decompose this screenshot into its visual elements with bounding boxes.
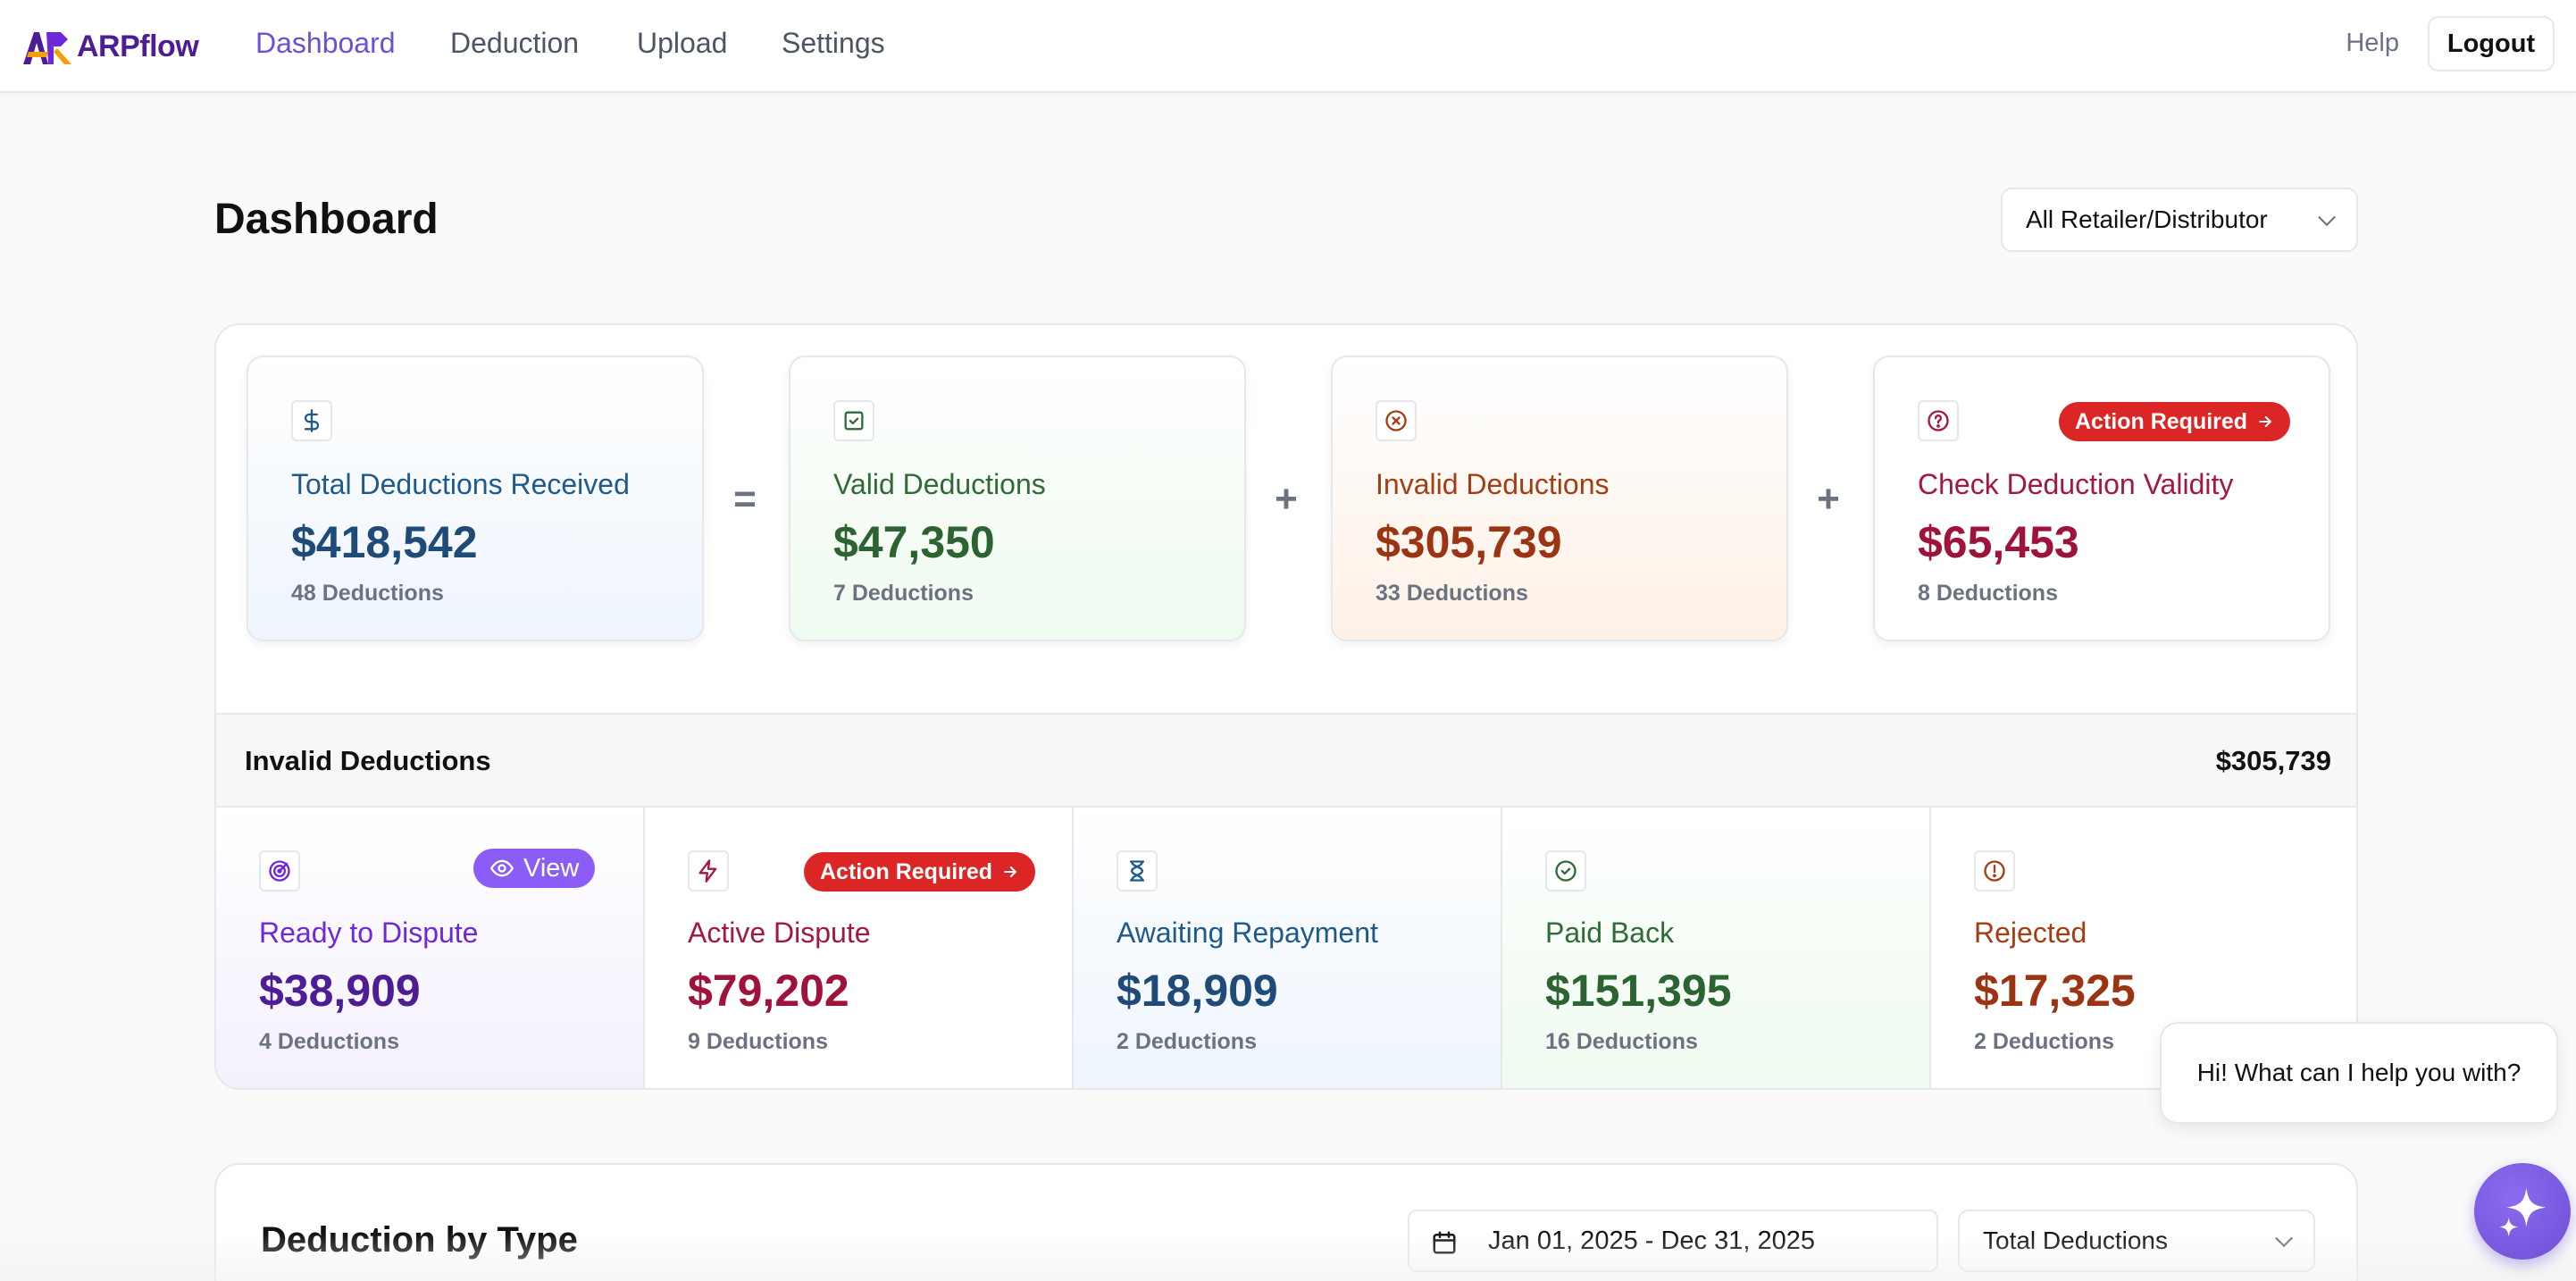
status-label: Paid Back — [1545, 917, 1675, 949]
help-link[interactable]: Help — [2346, 29, 2399, 57]
summary-panel: Total Deductions Received $418,542 48 De… — [214, 323, 2358, 1090]
app-name: ARPflow — [77, 29, 199, 63]
status-active-dispute[interactable]: Action Required Active Dispute $79,202 9… — [645, 808, 1074, 1088]
status-amount: $18,909 — [1117, 966, 1278, 1016]
date-range-value: Jan 01, 2025 - Dec 31, 2025 — [1488, 1226, 1815, 1255]
question-circle-icon — [1918, 400, 1959, 441]
kpi-amount: $418,542 — [291, 517, 478, 567]
kpi-label: Valid Deductions — [833, 468, 1046, 500]
eye-icon — [490, 859, 514, 877]
dollar-icon — [291, 400, 332, 441]
status-awaiting-repayment[interactable]: Awaiting Repayment $18,909 2 Deductions — [1074, 808, 1502, 1088]
status-count: 16 Deductions — [1545, 1029, 1698, 1054]
status-count: 2 Deductions — [1974, 1029, 2114, 1054]
arrow-right-icon — [1004, 866, 1017, 878]
chat-assistant-button[interactable] — [2474, 1163, 2571, 1260]
kpi-total-deductions[interactable]: Total Deductions Received $418,542 48 De… — [247, 356, 704, 641]
kpi-count: 33 Deductions — [1376, 581, 1528, 606]
hourglass-icon — [1117, 850, 1158, 892]
retailer-filter-select[interactable]: All Retailer/Distributor — [2001, 188, 2358, 252]
lightning-icon — [688, 850, 729, 892]
kpi-amount: $305,739 — [1376, 517, 1562, 567]
status-label: Awaiting Repayment — [1117, 917, 1378, 949]
status-ready-to-dispute[interactable]: View Ready to Dispute $38,909 4 Deductio… — [216, 808, 645, 1088]
kpi-label: Total Deductions Received — [291, 468, 630, 500]
nav-upload[interactable]: Upload — [637, 27, 728, 59]
arpflow-logo-icon — [23, 32, 71, 64]
arrow-right-icon — [2259, 415, 2272, 428]
check-circle-icon — [1545, 850, 1586, 892]
status-paid-back[interactable]: Paid Back $151,395 16 Deductions — [1502, 808, 1931, 1088]
status-amount: $151,395 — [1545, 966, 1732, 1016]
retailer-filter-value: All Retailer/Distributor — [2026, 205, 2268, 233]
nav-deduction[interactable]: Deduction — [450, 27, 580, 59]
nav-dashboard[interactable]: Dashboard — [255, 27, 396, 59]
nav-settings[interactable]: Settings — [782, 27, 885, 59]
chevron-down-icon — [2275, 1229, 2293, 1248]
metric-value: Total Deductions — [1983, 1227, 2169, 1254]
status-count: 4 Deductions — [259, 1029, 399, 1054]
status-label: Active Dispute — [688, 917, 871, 949]
badge-label: Action Required — [820, 858, 993, 884]
status-amount: $79,202 — [688, 966, 849, 1016]
check-square-icon — [833, 400, 874, 441]
app-logo[interactable]: ARPflow — [21, 21, 199, 71]
invalid-deductions-header: Invalid Deductions $305,739 — [216, 713, 2356, 808]
section-title: Deduction by Type — [261, 1220, 578, 1260]
badge-label: Action Required — [2075, 408, 2248, 434]
deduction-by-type-panel: Deduction by Type Jan 01, 2025 - Dec 31,… — [214, 1163, 2358, 1281]
kpi-invalid-deductions[interactable]: Invalid Deductions $305,739 33 Deduction… — [1331, 356, 1788, 641]
view-button[interactable]: View — [473, 849, 596, 888]
calendar-icon — [1433, 1231, 1456, 1254]
kpi-amount: $65,453 — [1918, 517, 2079, 567]
logout-button[interactable]: Logout — [2428, 16, 2555, 71]
chevron-down-icon — [2318, 208, 2336, 227]
plus-operator: + — [1275, 477, 1298, 521]
action-required-badge[interactable]: Action Required — [804, 852, 1036, 892]
kpi-count: 8 Deductions — [1918, 581, 2058, 606]
sparkle-icon — [2498, 1187, 2547, 1237]
top-navbar: ARPflow Dashboard Deduction Upload Setti… — [0, 0, 2576, 93]
kpi-valid-deductions[interactable]: Valid Deductions $47,350 7 Deductions — [789, 356, 1246, 641]
plus-operator: + — [1817, 477, 1840, 521]
chat-greeting: Hi! What can I help you with? — [2196, 1059, 2522, 1086]
status-count: 9 Deductions — [688, 1029, 828, 1054]
target-icon — [259, 850, 300, 892]
status-label: Ready to Dispute — [259, 917, 479, 949]
kpi-amount: $47,350 — [833, 517, 995, 567]
chat-greeting-bubble[interactable]: Hi! What can I help you with? — [2160, 1022, 2558, 1124]
kpi-label: Invalid Deductions — [1376, 468, 1610, 500]
view-label: View — [523, 853, 580, 883]
alert-circle-icon — [1974, 850, 2015, 892]
page-title: Dashboard — [214, 196, 439, 243]
invalid-deductions-total: $305,739 — [2215, 745, 2331, 776]
kpi-check-validity[interactable]: Action Required Check Deduction Validity… — [1873, 356, 2330, 641]
status-amount: $38,909 — [259, 966, 421, 1016]
invalid-deductions-title: Invalid Deductions — [245, 745, 491, 776]
kpi-label: Check Deduction Validity — [1918, 468, 2234, 500]
equals-operator: = — [733, 477, 757, 521]
date-range-picker[interactable]: Jan 01, 2025 - Dec 31, 2025 — [1408, 1210, 1938, 1272]
status-label: Rejected — [1974, 917, 2087, 949]
x-circle-icon — [1376, 400, 1417, 441]
status-amount: $17,325 — [1974, 966, 2136, 1016]
action-required-badge[interactable]: Action Required — [2059, 402, 2291, 441]
status-count: 2 Deductions — [1117, 1029, 1257, 1054]
metric-select[interactable]: Total Deductions — [1958, 1210, 2315, 1272]
kpi-count: 48 Deductions — [291, 581, 444, 606]
kpi-count: 7 Deductions — [833, 581, 974, 606]
